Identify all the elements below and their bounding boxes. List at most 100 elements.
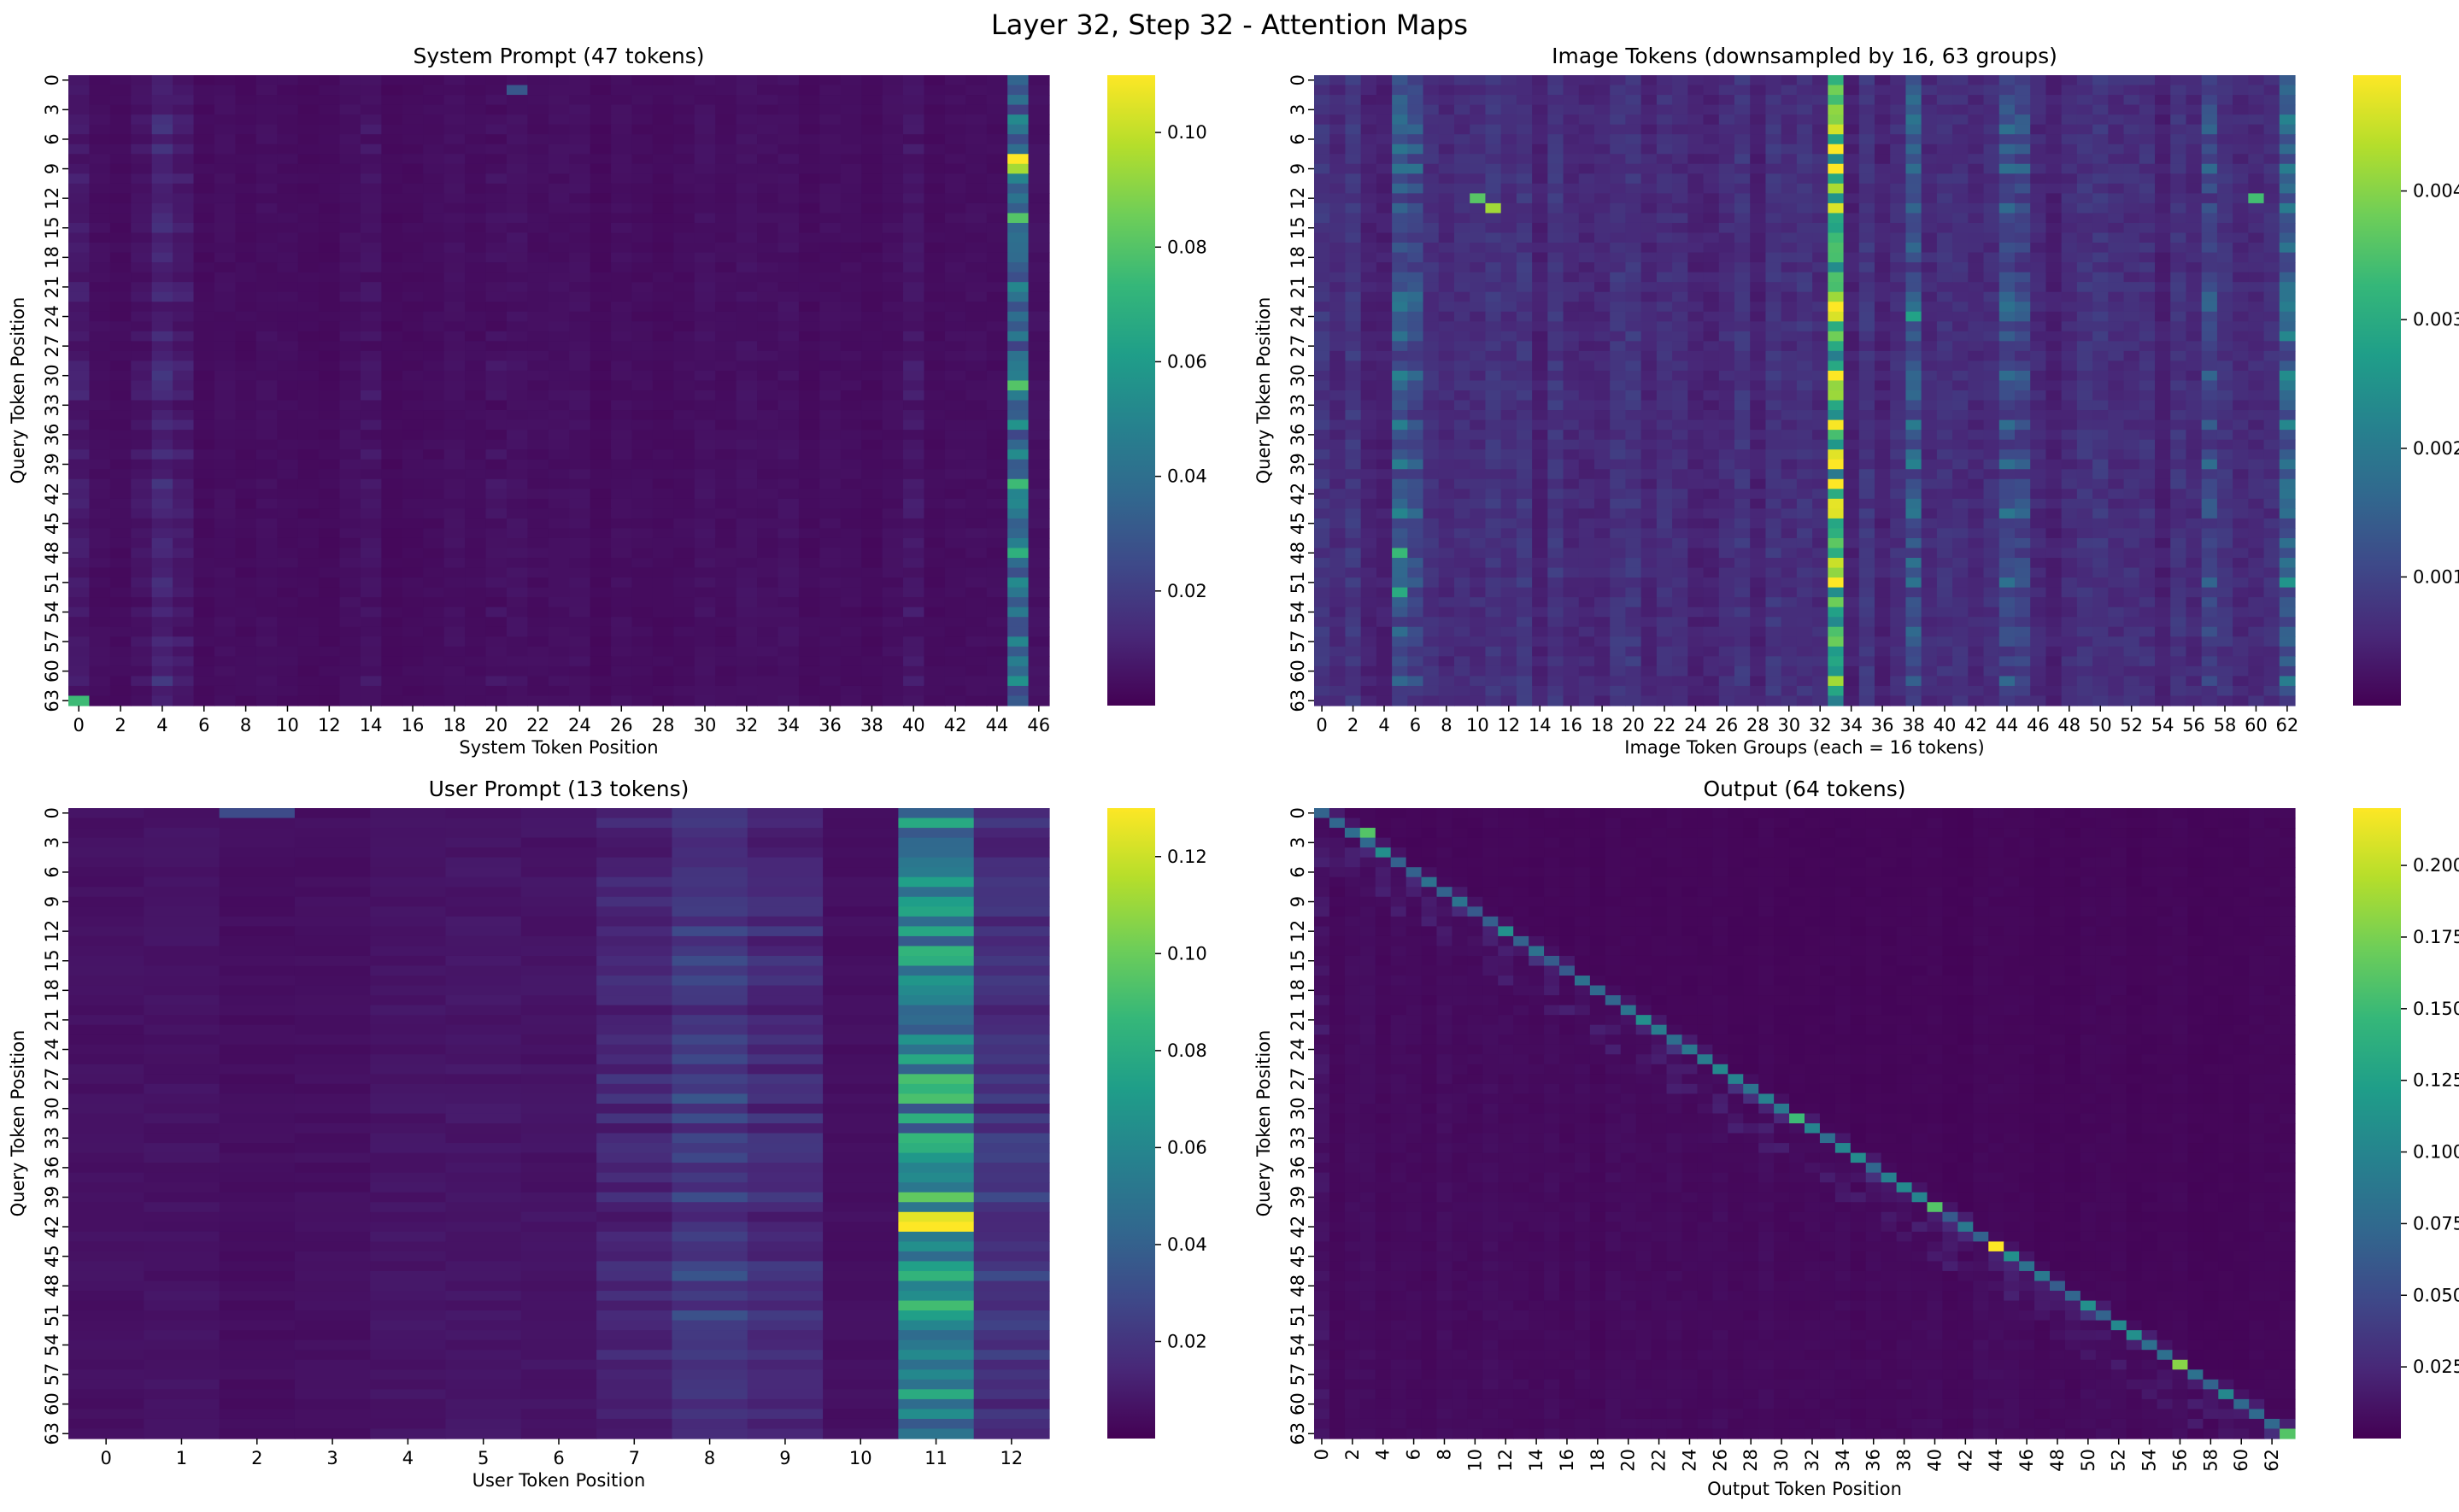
heatmap-cell	[944, 291, 966, 302]
heatmap-cell	[1007, 587, 1030, 598]
heatmap-cell	[1516, 183, 1533, 194]
heatmap-cell	[1423, 134, 1440, 145]
heatmap-cell	[1672, 134, 1688, 145]
heatmap-cell	[1781, 163, 1798, 174]
heatmap-cell	[277, 341, 299, 352]
heatmap-cell	[277, 656, 299, 667]
heatmap-cell	[1750, 104, 1767, 115]
heatmap-cell	[1423, 163, 1440, 174]
heatmap-cell	[339, 498, 361, 509]
heatmap-cell	[903, 439, 925, 450]
heatmap-cell	[443, 302, 466, 313]
heatmap-cell	[2216, 222, 2233, 234]
heatmap-cell	[757, 104, 779, 115]
heatmap-cell	[214, 193, 237, 204]
heatmap-cell	[965, 144, 988, 155]
heatmap-cell	[402, 685, 424, 697]
heatmap-cell	[2279, 124, 2296, 135]
heatmap-cell	[652, 124, 674, 135]
heatmap-cell	[109, 144, 132, 155]
heatmap-cell	[1360, 95, 1377, 106]
heatmap-cell	[1438, 252, 1455, 263]
heatmap-cell	[903, 282, 925, 293]
heatmap-cell	[423, 252, 445, 263]
heatmap-cell	[2248, 154, 2265, 165]
heatmap-cell	[2139, 183, 2156, 194]
heatmap-cell	[840, 469, 862, 480]
heatmap-cell	[715, 508, 737, 519]
heatmap-cell	[277, 272, 299, 283]
heatmap-cell	[736, 449, 758, 460]
heatmap-cell	[861, 449, 883, 460]
heatmap-cell	[757, 685, 779, 697]
heatmap-cell	[402, 183, 424, 194]
heatmap-cell	[590, 134, 612, 145]
heatmap-cell	[1781, 104, 1798, 115]
heatmap-cell	[631, 173, 654, 185]
heatmap-cell	[381, 321, 403, 332]
heatmap-cell	[193, 508, 215, 519]
heatmap-cell	[277, 75, 299, 86]
heatmap-cell	[131, 222, 153, 234]
heatmap-cell	[173, 537, 195, 549]
heatmap-cell	[1625, 311, 1642, 322]
heatmap-cell	[1828, 144, 1845, 155]
heatmap-cell	[1345, 193, 1362, 204]
heatmap-cell	[360, 498, 382, 509]
heatmap-cell	[297, 154, 320, 165]
heatmap-cell	[423, 183, 445, 194]
heatmap-cell	[1875, 282, 1891, 293]
heatmap-cell	[798, 489, 820, 500]
heatmap-cell	[465, 104, 487, 115]
heatmap-cell	[2170, 202, 2187, 214]
heatmap-cell	[339, 656, 361, 667]
heatmap-cell	[944, 282, 966, 293]
heatmap-cell	[1578, 104, 1595, 115]
heatmap-cell	[423, 695, 445, 706]
heatmap-cell	[443, 489, 466, 500]
heatmap-cell	[1407, 144, 1424, 155]
heatmap-cell	[173, 587, 195, 598]
heatmap-cell	[297, 577, 320, 589]
heatmap-cell	[2201, 213, 2218, 224]
heatmap-cell	[2186, 291, 2203, 302]
heatmap-cell	[2061, 272, 2078, 283]
heatmap-cell	[2061, 302, 2078, 313]
heatmap-cell	[819, 646, 842, 657]
heatmap-cell	[173, 597, 195, 608]
heatmap-cell	[1858, 95, 1875, 106]
heatmap-cell	[485, 134, 508, 145]
heatmap-cell	[2248, 272, 2265, 283]
heatmap-cell	[193, 626, 215, 637]
heatmap-cell	[465, 360, 487, 372]
heatmap-cell	[569, 537, 591, 549]
heatmap-cell	[652, 262, 674, 273]
heatmap-cell	[1687, 154, 1705, 165]
heatmap-cell	[89, 646, 111, 657]
heatmap-cell	[2076, 243, 2093, 254]
heatmap-cell	[423, 85, 445, 96]
heatmap-cell	[1656, 272, 1673, 283]
heatmap-cell	[255, 282, 278, 293]
heatmap-cell	[1968, 222, 1985, 234]
heatmap-cell	[2108, 282, 2125, 293]
heatmap-cell	[506, 390, 528, 401]
heatmap-cell	[1718, 85, 1735, 96]
heatmap-cell	[360, 419, 382, 431]
heatmap-cell	[89, 252, 111, 263]
heatmap-cell	[1345, 144, 1362, 155]
heatmap-cell	[986, 360, 1008, 372]
heatmap-cell	[569, 282, 591, 293]
heatmap-cell	[1547, 302, 1564, 313]
heatmap-cell	[965, 489, 988, 500]
heatmap-cell	[2123, 282, 2140, 293]
heatmap-cell	[924, 400, 946, 411]
heatmap-cell	[1875, 124, 1891, 135]
heatmap-cell	[569, 213, 591, 224]
heatmap-cell	[255, 665, 278, 677]
heatmap-cell	[1656, 213, 1673, 224]
heatmap-cell	[1314, 144, 1330, 155]
heatmap-cell	[944, 410, 966, 421]
heatmap-cell	[944, 636, 966, 648]
heatmap-cell	[611, 311, 633, 322]
